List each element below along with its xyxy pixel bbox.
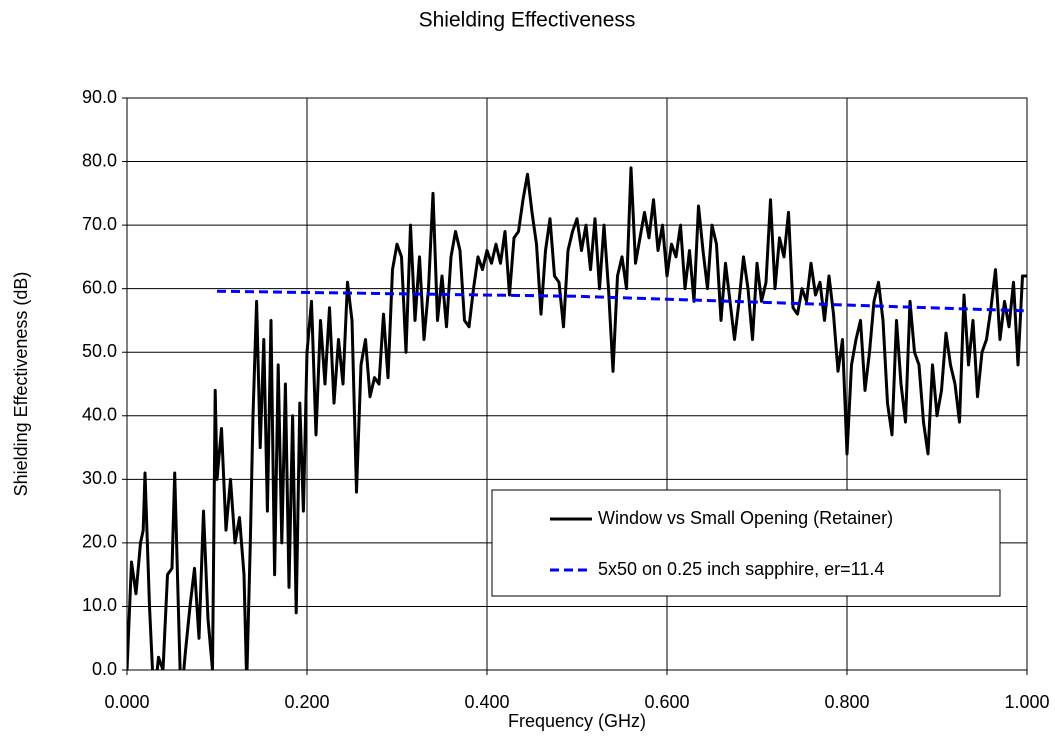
y-tick-label: 50.0 xyxy=(82,341,117,361)
series-line xyxy=(127,166,1027,670)
plot-lines xyxy=(127,166,1027,670)
legend-label: 5x50 on 0.25 inch sapphire, er=11.4 xyxy=(598,559,884,579)
legend-box xyxy=(491,489,1001,597)
y-tick-label: 0.0 xyxy=(92,659,117,679)
x-tick-label: 0.000 xyxy=(104,692,149,712)
y-tick-label: 80.0 xyxy=(82,150,117,170)
series-line xyxy=(216,289,1027,313)
plot-frame xyxy=(126,97,1028,671)
y-tick-label: 20.0 xyxy=(82,532,117,552)
y-tick-label: 60.0 xyxy=(82,277,117,297)
x-tick-label: 0.800 xyxy=(824,692,869,712)
y-tick-label: 40.0 xyxy=(82,405,117,425)
y-tick-label: 70.0 xyxy=(82,214,117,234)
y-tick-label: 10.0 xyxy=(82,595,117,615)
y-axis-label: Shielding Effectiveness (dB) xyxy=(11,272,31,497)
x-axis-label: Frequency (GHz) xyxy=(508,711,646,731)
y-tick-label: 30.0 xyxy=(82,468,117,488)
x-tick-label: 0.400 xyxy=(464,692,509,712)
legend-label: Window vs Small Opening (Retainer) xyxy=(598,508,893,528)
chart-title: Shielding Effectiveness xyxy=(419,9,636,32)
y-tick-label: 90.0 xyxy=(82,87,117,107)
x-tick-label: 1.000 xyxy=(1004,692,1049,712)
x-tick-label: 0.200 xyxy=(284,692,329,712)
x-tick-label: 0.600 xyxy=(644,692,689,712)
legend: Window vs Small Opening (Retainer) 5x50 o… xyxy=(491,489,1001,597)
